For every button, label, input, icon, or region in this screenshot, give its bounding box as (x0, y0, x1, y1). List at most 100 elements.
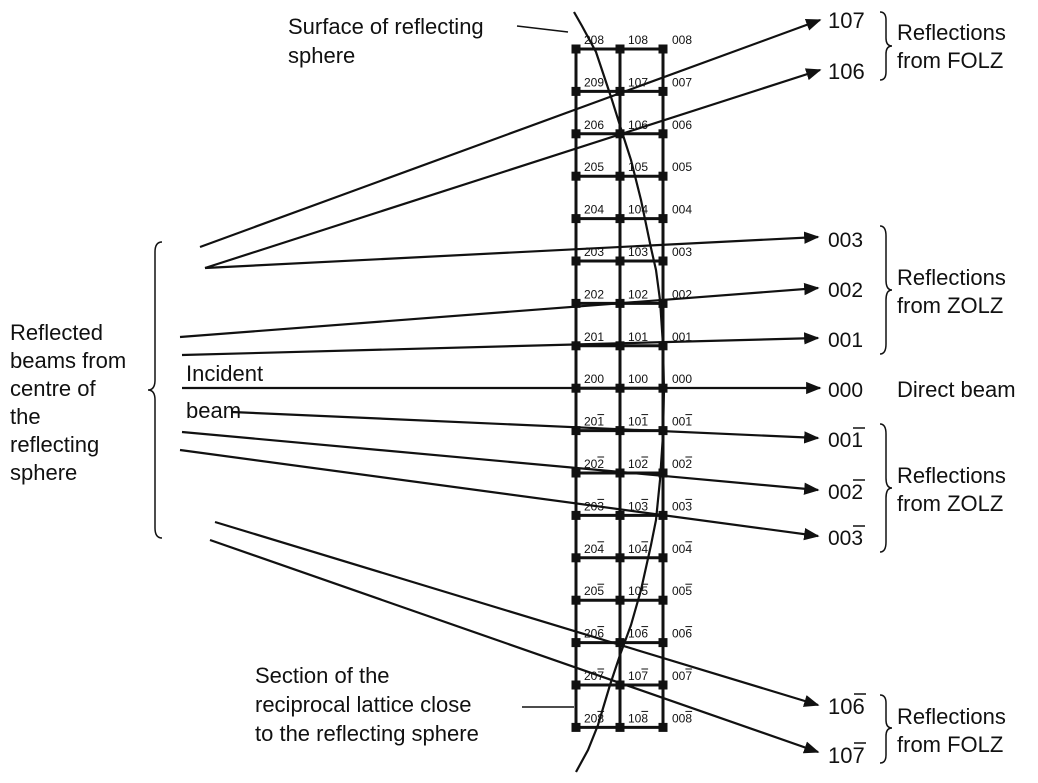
beam-label-001: 001 (828, 329, 863, 352)
lattice-index-label: 007 (672, 669, 692, 683)
lattice-point (658, 298, 668, 308)
lattice-index-label: 001 (672, 330, 692, 344)
beam-label-107: 107 (828, 8, 865, 33)
lattice-index-label: 108 (628, 711, 648, 725)
svg-text:002: 002 (828, 481, 863, 504)
lattice-index-label: 101 (628, 415, 648, 429)
beam-003 (204, 231, 820, 270)
lattice-point (658, 680, 668, 690)
reflected-label-line6: sphere (10, 460, 77, 485)
beam-label-00-2: 002 (828, 479, 865, 504)
group-folz-bottom-line2: from FOLZ (897, 732, 1003, 757)
section-label-line2: reciprocal lattice close (255, 692, 471, 717)
reciprocal-lattice-section: 208 108 008 209 107 007 206 106 006 205 105 005 204 1… (571, 33, 692, 732)
brace-folz-top (879, 11, 893, 81)
lattice-index-label: 106 (628, 627, 648, 641)
section-label-line3: to the reflecting sphere (255, 721, 479, 746)
beam-label-00-1: 001 (828, 427, 865, 452)
reflected-label-line2: beams from (10, 348, 126, 373)
surface-leader-line (516, 25, 569, 33)
lattice-point (571, 722, 581, 732)
lattice-index-label: 004 (672, 542, 692, 556)
lattice-point (571, 680, 581, 690)
lattice-index-label: 003 (672, 499, 692, 513)
lattice-index-label: 103 (628, 245, 648, 259)
svg-text:003: 003 (828, 527, 863, 550)
beam-label-106: 106 (828, 59, 865, 84)
lattice-index-label: 008 (672, 33, 692, 47)
lattice-index-label: 003 (672, 245, 692, 259)
direct-beam-label: Direct beam (897, 377, 1016, 402)
lattice-point (658, 256, 668, 266)
beam-00-2 (181, 430, 820, 495)
beam-label-10-6: 106 (828, 693, 866, 719)
lattice-index-label: 206 (584, 627, 604, 641)
section-label-line1: Section of the (255, 663, 390, 688)
group-zolz-top-line1: Reflections (897, 265, 1006, 290)
lattice-index-label: 206 (584, 118, 604, 132)
brace-zolz-bottom (879, 423, 893, 553)
incident-label-bg (183, 360, 277, 384)
brace-zolz-top (879, 225, 893, 355)
lattice-index-label: 209 (584, 75, 604, 89)
incident-label-line1: Incident (186, 361, 263, 386)
reflected-beams (179, 18, 822, 754)
lattice-point (571, 595, 581, 605)
lattice-index-label: 006 (672, 118, 692, 132)
beam-label-003: 003 (828, 229, 863, 252)
lattice-point (615, 638, 625, 648)
lattice-point (658, 214, 668, 224)
lattice-index-label: 102 (628, 287, 648, 301)
lattice-point (571, 426, 581, 436)
lattice-index-label: 201 (584, 415, 604, 429)
brace-folz-bottom (879, 694, 893, 764)
lattice-index-label: 001 (672, 415, 692, 429)
lattice-point (658, 86, 668, 96)
svg-text:001: 001 (828, 429, 863, 452)
lattice-point (615, 86, 625, 96)
lattice-index-label: 104 (628, 542, 648, 556)
lattice-point (571, 638, 581, 648)
beam-106 (204, 68, 822, 270)
lattice-index-label: 008 (672, 711, 692, 725)
lattice-index-label: 107 (628, 669, 648, 683)
lattice-point (615, 510, 625, 520)
lattice-index-label: 201 (584, 330, 604, 344)
lattice-point (658, 129, 668, 139)
group-folz-bottom-line1: Reflections (897, 704, 1006, 729)
lattice-index-label: 205 (584, 584, 604, 598)
lattice-point (571, 553, 581, 563)
lattice-point (615, 426, 625, 436)
lattice-point (615, 44, 625, 54)
lattice-point (571, 510, 581, 520)
lattice-point (615, 341, 625, 351)
lattice-point (571, 44, 581, 54)
surface-label-line1: Surface of reflecting (288, 14, 484, 39)
beam-label-00-3: 003 (828, 525, 865, 550)
lattice-index-label: 100 (628, 372, 648, 386)
beam-00-3 (179, 448, 820, 541)
group-zolz-bottom-line1: Reflections (897, 463, 1006, 488)
left-brace (147, 241, 163, 539)
lattice-index-label: 006 (672, 627, 692, 641)
lattice-index-label: 204 (584, 542, 604, 556)
lattice-point (615, 256, 625, 266)
group-zolz-bottom-line2: from ZOLZ (897, 491, 1003, 516)
lattice-point (571, 129, 581, 139)
lattice-point (615, 595, 625, 605)
beam-label-002: 002 (828, 279, 863, 302)
lattice-point (571, 341, 581, 351)
lattice-index-label: 104 (628, 203, 648, 217)
reflected-label-line1: Reflected (10, 320, 103, 345)
lattice-point (658, 171, 668, 181)
lattice-point (571, 214, 581, 224)
lattice-point (571, 171, 581, 181)
beam-002 (179, 282, 820, 339)
beam-001 (181, 332, 820, 357)
lattice-point (571, 256, 581, 266)
lattice-index-label: 202 (584, 457, 604, 471)
lattice-point (615, 171, 625, 181)
lattice-point (658, 638, 668, 648)
lattice-index-label: 101 (628, 330, 648, 344)
